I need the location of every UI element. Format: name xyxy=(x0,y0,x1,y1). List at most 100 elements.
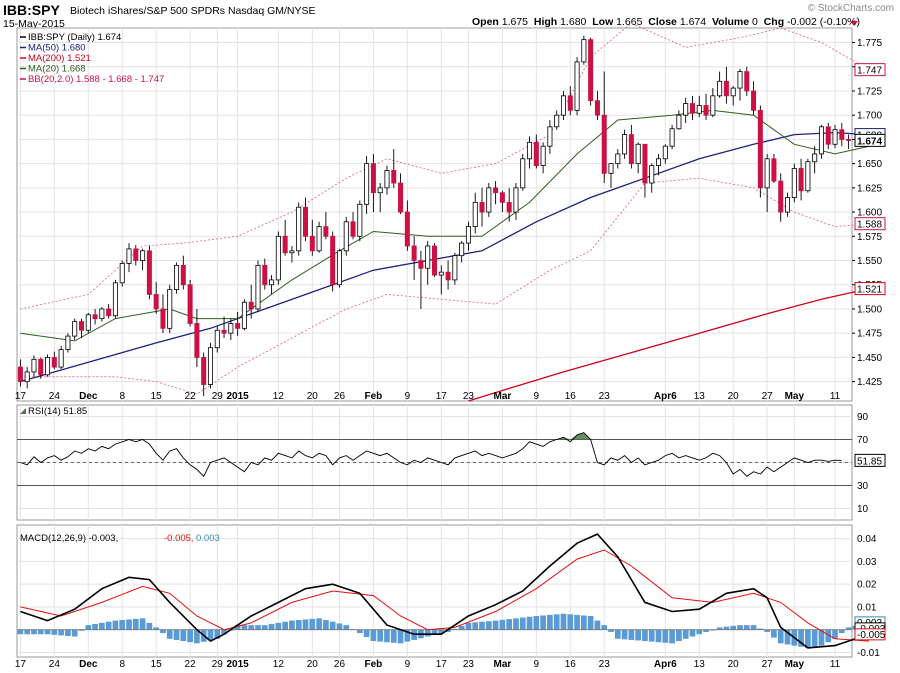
candle xyxy=(24,371,30,383)
candle xyxy=(140,250,146,261)
macd-histogram-bar xyxy=(784,629,791,645)
price-tick-label: 1.725 xyxy=(857,86,882,97)
macd-histogram-bar xyxy=(221,629,227,635)
x-tick-label-bottom: 15 xyxy=(151,659,163,670)
macd-histogram-bar xyxy=(479,621,485,630)
macd-histogram-bar xyxy=(513,618,519,630)
price-value-tag xyxy=(854,63,886,77)
macd-histogram-bar xyxy=(472,622,479,630)
macd-histogram-bar xyxy=(485,621,492,630)
price-value-tag xyxy=(854,133,886,147)
candle xyxy=(818,126,824,155)
macd-histogram-bar xyxy=(187,629,193,643)
candle xyxy=(635,143,641,165)
candle xyxy=(160,308,166,329)
rsi-legend-icon xyxy=(20,408,26,414)
x-tick-label: 26 xyxy=(334,391,346,402)
macd-histogram-bar xyxy=(655,629,662,643)
macd-histogram-bar xyxy=(146,622,153,630)
candle xyxy=(771,158,777,182)
candle xyxy=(146,250,152,295)
candle xyxy=(316,226,322,252)
rsi-overbought-fill xyxy=(556,432,591,440)
price-value-tag xyxy=(854,282,886,296)
candle xyxy=(717,80,723,97)
x-tick-label-bottom: Apr6 xyxy=(654,659,677,670)
candle xyxy=(330,235,336,286)
x-tick-label-bottom: 11 xyxy=(830,659,841,670)
x-tick-label-bottom: 13 xyxy=(694,659,706,670)
macd-histogram-bar xyxy=(207,629,214,641)
candle xyxy=(45,357,51,376)
x-tick-label-bottom: 23 xyxy=(463,659,475,670)
x-tick-label-bottom: 23 xyxy=(599,659,611,670)
macd-histogram-bar xyxy=(696,629,703,635)
rsi-legend-label: RSI(14) 51.85 xyxy=(28,406,87,417)
macd-histogram-bar xyxy=(377,629,384,642)
candle xyxy=(662,145,668,160)
price-tick-label: 1.500 xyxy=(857,304,882,315)
x-tick-label: 24 xyxy=(49,391,61,402)
candle xyxy=(214,329,220,349)
x-tick-label-bottom: Mar xyxy=(493,659,511,670)
macd-histogram-bar xyxy=(105,621,112,630)
bb-upper-line xyxy=(20,22,870,310)
candle xyxy=(805,161,811,192)
candle xyxy=(581,39,587,63)
macd-histogram-bar xyxy=(370,629,377,642)
macd-histogram-bar xyxy=(17,629,24,635)
macd-histogram-bar xyxy=(838,629,845,634)
macd-histogram-bar xyxy=(642,629,648,642)
x-tick-label: Apr6 xyxy=(654,391,677,402)
rsi-tick-label: 70 xyxy=(857,435,869,446)
macd-histogram-bar xyxy=(323,620,329,630)
macd-histogram-bar xyxy=(730,625,737,630)
macd-histogram-bar xyxy=(737,625,743,630)
brand-link[interactable]: © StockCharts.com xyxy=(807,3,894,14)
candle xyxy=(65,335,71,351)
macd-histogram-bar xyxy=(336,623,343,630)
macd-histogram-bar xyxy=(465,622,472,630)
x-tick-label: May xyxy=(785,391,805,402)
x-tick-label-bottom: May xyxy=(785,659,805,670)
x-tick-label: 20 xyxy=(307,391,319,402)
macd-tick-label: 0.04 xyxy=(857,534,877,545)
macd-histogram-bar xyxy=(397,629,404,644)
candle xyxy=(567,95,573,111)
macd-line xyxy=(20,533,870,649)
macd-histogram-bar xyxy=(621,629,628,640)
price-value-tag-label: 1.588 xyxy=(857,220,882,231)
price-tick-label: 1.700 xyxy=(857,111,882,122)
macd-histogram-bar xyxy=(275,622,282,630)
candle xyxy=(404,211,410,247)
candle xyxy=(194,323,200,358)
macd-histogram-bar xyxy=(58,629,64,636)
candle xyxy=(778,180,784,213)
x-tick-label: 9 xyxy=(405,391,411,402)
candle xyxy=(364,163,370,205)
candle xyxy=(669,128,675,147)
candle xyxy=(710,95,716,116)
x-tick-label: 22 xyxy=(185,391,197,402)
macd-histogram-bar xyxy=(390,629,397,643)
price-value-tag-label: 1.674 xyxy=(857,136,882,147)
macd-tick-label: 0.02 xyxy=(857,580,877,591)
candle xyxy=(737,71,743,89)
price-legend-label: IBB:SPY (Daily) 1.674 xyxy=(28,32,121,43)
macd-histogram-bar xyxy=(594,620,601,630)
macd-histogram-bar xyxy=(635,629,642,641)
candle xyxy=(350,221,356,237)
x-tick-label-bottom: 24 xyxy=(49,659,61,670)
candle xyxy=(92,314,98,320)
macd-histogram-bar xyxy=(580,615,587,630)
candle xyxy=(119,263,125,284)
macd-histogram-bar xyxy=(832,629,838,639)
candle xyxy=(248,301,254,310)
x-tick-label-bottom: 8 xyxy=(119,659,125,670)
price-tick-label: 1.475 xyxy=(857,329,882,340)
macd-histogram-bar xyxy=(689,629,696,637)
macd-histogram-bar xyxy=(798,629,804,647)
macd-histogram-bar xyxy=(282,621,289,630)
macd-histogram-bar xyxy=(295,620,302,630)
